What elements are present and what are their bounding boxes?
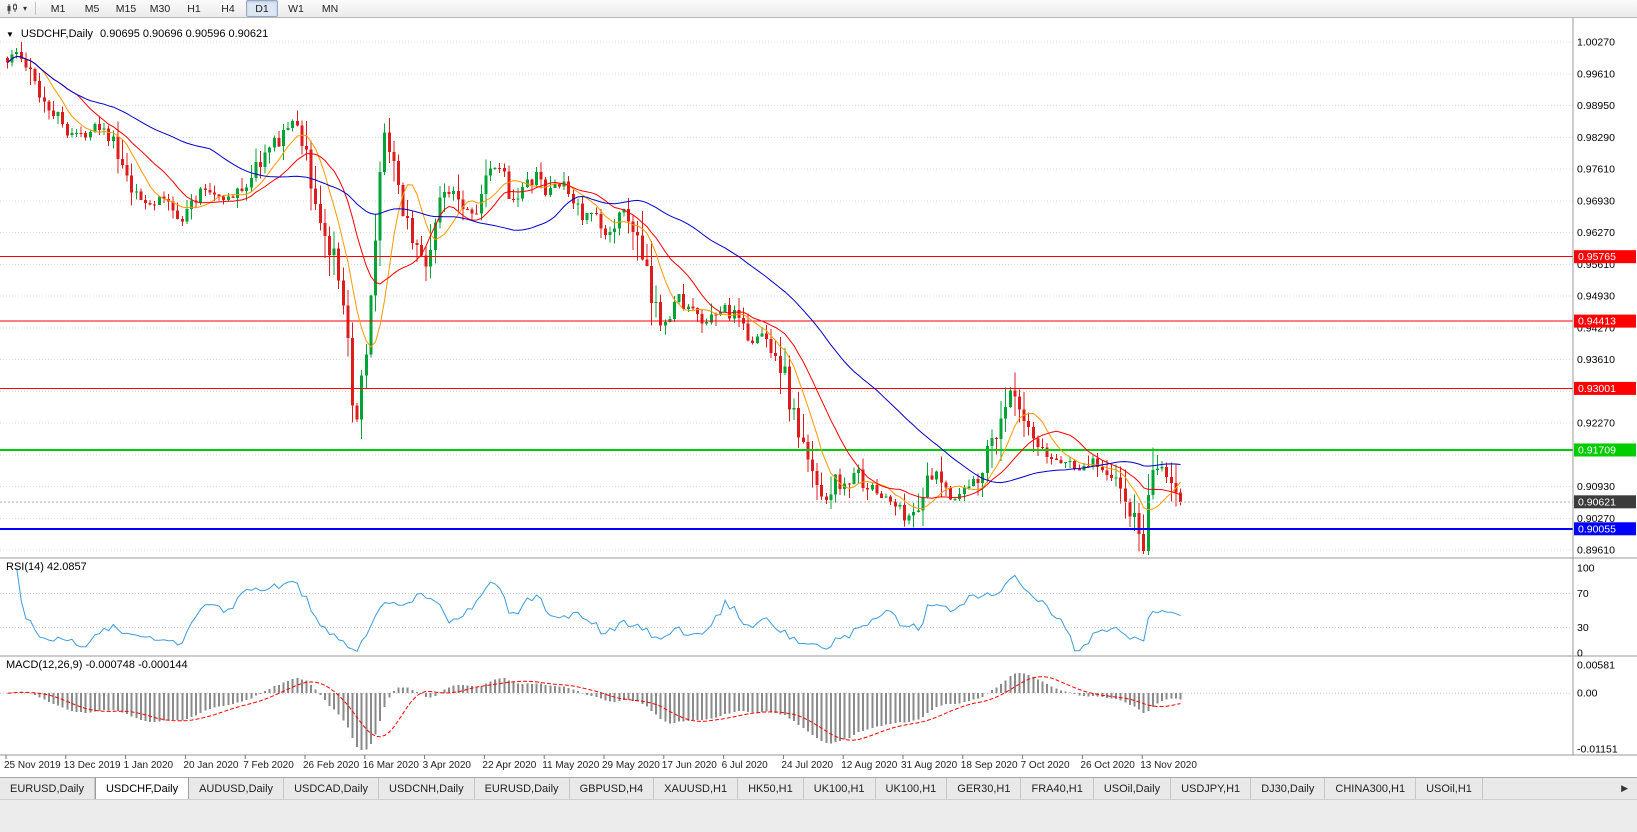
- svg-text:17 Jun 2020: 17 Jun 2020: [662, 760, 717, 771]
- chart-tab-usoil-h1-17[interactable]: USOil,H1: [1416, 778, 1483, 799]
- tab-scroll-right-icon[interactable]: ▶: [1621, 783, 1628, 793]
- chart-background: [0, 18, 1637, 777]
- svg-text:0.93610: 0.93610: [1577, 354, 1615, 366]
- timeframe-button-m5[interactable]: M5: [84, 2, 100, 15]
- macd-layer: 0.00581 0.00 -0.01151: [0, 660, 1618, 756]
- svg-text:12 Aug 2020: 12 Aug 2020: [841, 760, 898, 771]
- svg-text:0.91709: 0.91709: [1578, 444, 1616, 456]
- price-axis[interactable]: 1.00270 0.99610 0.98950 0.98290 0.97610 0.969…: [1574, 37, 1636, 557]
- svg-text:0.90270: 0.90270: [1577, 513, 1615, 525]
- chart-tab-eurusd-daily-0[interactable]: EURUSD,Daily: [0, 778, 95, 799]
- timeframe-button-m15[interactable]: M15: [115, 2, 137, 15]
- price-chart-canvas[interactable]: 1.00270 0.99610 0.98950 0.98290 0.97610 0.969…: [0, 18, 1637, 777]
- svg-text:20 Jan 2020: 20 Jan 2020: [183, 760, 238, 771]
- chart-tab-usdjpy-h1-14[interactable]: USDJPY,H1: [1171, 778, 1252, 799]
- svg-text:7 Feb 2020: 7 Feb 2020: [243, 760, 294, 771]
- svg-text:30: 30: [1577, 622, 1589, 634]
- toolbar: ▾ M1 M5 M15 M30 H1 H4 D1 W1 MN: [0, 0, 1637, 18]
- svg-text:13 Dec 2019: 13 Dec 2019: [64, 760, 121, 771]
- chart-tab-china300-h1-16[interactable]: CHINA300,H1: [1325, 778, 1417, 799]
- svg-text:26 Oct 2020: 26 Oct 2020: [1080, 760, 1135, 771]
- svg-text:-0.01151: -0.01151: [1577, 744, 1618, 756]
- timeframe-button-group: M1 M5 M15 M30 H1 H4 D1 W1 MN: [41, 0, 347, 17]
- svg-text:0.94413: 0.94413: [1578, 316, 1616, 328]
- chart-region: 1.00270 0.99610 0.98950 0.98290 0.97610 0.969…: [0, 18, 1637, 777]
- pane-separators: [0, 18, 1637, 756]
- chart-tab-uk100-h1-9[interactable]: UK100,H1: [804, 778, 876, 799]
- chart-tab-dj30-daily-15[interactable]: DJ30,Daily: [1251, 778, 1326, 799]
- chart-tab-usoil-daily-13[interactable]: USOil,Daily: [1094, 778, 1172, 799]
- timeframe-button-mn[interactable]: MN: [321, 2, 339, 15]
- svg-text:0.97610: 0.97610: [1577, 164, 1615, 176]
- moving-averages-layer: [7, 55, 1181, 511]
- svg-text:1 Jan 2020: 1 Jan 2020: [124, 760, 174, 771]
- svg-text:70: 70: [1577, 588, 1589, 600]
- svg-text:1.00270: 1.00270: [1577, 37, 1615, 49]
- svg-text:22 Apr 2020: 22 Apr 2020: [482, 760, 536, 771]
- timeframe-button-m1[interactable]: M1: [50, 2, 66, 15]
- chart-tab-audusd-daily-2[interactable]: AUDUSD,Daily: [189, 778, 285, 799]
- svg-text:13 Nov 2020: 13 Nov 2020: [1140, 760, 1197, 771]
- chart-tab-ger30-h1-11[interactable]: GER30,H1: [947, 778, 1022, 799]
- svg-text:0.90621: 0.90621: [1578, 496, 1616, 508]
- svg-text:100: 100: [1577, 563, 1595, 575]
- timeframe-button-d1[interactable]: D1: [246, 0, 278, 17]
- svg-text:0.00581: 0.00581: [1577, 660, 1615, 672]
- svg-text:0.89610: 0.89610: [1577, 545, 1615, 557]
- svg-text:0.98950: 0.98950: [1577, 100, 1615, 112]
- svg-text:16 Mar 2020: 16 Mar 2020: [363, 760, 420, 771]
- svg-text:0.94930: 0.94930: [1577, 291, 1615, 303]
- svg-text:0.96270: 0.96270: [1577, 227, 1615, 239]
- svg-text:0.92270: 0.92270: [1577, 418, 1615, 430]
- timeframe-button-h4[interactable]: H4: [221, 2, 235, 15]
- toolbar-separator: [35, 2, 36, 15]
- svg-text:0: 0: [1577, 648, 1583, 660]
- timeframe-button-h1[interactable]: H1: [187, 2, 201, 15]
- svg-text:31 Aug 2020: 31 Aug 2020: [901, 760, 958, 771]
- chart-tab-usdcnh-daily-4[interactable]: USDCNH,Daily: [379, 778, 475, 799]
- svg-text:0.90055: 0.90055: [1578, 523, 1616, 535]
- svg-text:29 May 2020: 29 May 2020: [602, 760, 660, 771]
- timeframe-button-m30[interactable]: M30: [149, 2, 171, 15]
- svg-text:3 Apr 2020: 3 Apr 2020: [423, 760, 472, 771]
- svg-text:0.90930: 0.90930: [1577, 481, 1615, 493]
- price-grid-layer: [0, 41, 1573, 551]
- svg-text:25 Nov 2019: 25 Nov 2019: [4, 760, 61, 771]
- svg-text:11 May 2020: 11 May 2020: [542, 760, 600, 771]
- svg-text:0.00: 0.00: [1577, 688, 1598, 700]
- chart-type-dropdown-icon[interactable]: ▾: [22, 4, 27, 13]
- time-axis[interactable]: 25 Nov 2019 13 Dec 2019 1 Jan 2020 20 Jan 2…: [4, 755, 1197, 771]
- svg-text:6 Jul 2020: 6 Jul 2020: [722, 760, 769, 771]
- svg-text:26 Feb 2020: 26 Feb 2020: [303, 760, 360, 771]
- svg-text:7 Oct 2020: 7 Oct 2020: [1021, 760, 1070, 771]
- level-lines-layer[interactable]: [0, 256, 1573, 530]
- chart-tabs: EURUSD,Daily USDCHF,Daily AUDUSD,Daily USDC…: [0, 778, 1483, 799]
- chart-tab-uk100-h1-10[interactable]: UK100,H1: [876, 778, 948, 799]
- chart-tab-gbpusd-h4-6[interactable]: GBPUSD,H4: [570, 778, 655, 799]
- svg-text:18 Sep 2020: 18 Sep 2020: [961, 760, 1018, 771]
- rsi-layer: 100 70 30 0: [0, 563, 1595, 660]
- chart-tab-xauusd-h1-7[interactable]: XAUUSD,H1: [654, 778, 739, 799]
- chart-tab-usdchf-daily-1[interactable]: USDCHF,Daily: [94, 778, 190, 799]
- status-bar: [0, 799, 1637, 832]
- chart-tab-usdcad-daily-3[interactable]: USDCAD,Daily: [284, 778, 380, 799]
- svg-text:0.98290: 0.98290: [1577, 132, 1615, 144]
- svg-text:0.96930: 0.96930: [1577, 195, 1615, 207]
- chart-tab-eurusd-daily-5[interactable]: EURUSD,Daily: [475, 778, 570, 799]
- svg-text:0.99610: 0.99610: [1577, 68, 1615, 80]
- candles-layer: [6, 42, 1182, 556]
- candlestick-chart-icon[interactable]: [4, 1, 20, 16]
- timeframe-button-w1[interactable]: W1: [288, 2, 304, 15]
- svg-text:24 Jul 2020: 24 Jul 2020: [781, 760, 833, 771]
- svg-text:0.93001: 0.93001: [1578, 383, 1616, 395]
- chart-tab-bar: EURUSD,Daily USDCHF,Daily AUDUSD,Daily USDC…: [0, 777, 1637, 799]
- svg-text:0.95765: 0.95765: [1578, 251, 1616, 263]
- chart-tab-fra40-h1-12[interactable]: FRA40,H1: [1021, 778, 1094, 799]
- chart-tab-hk50-h1-8[interactable]: HK50,H1: [738, 778, 804, 799]
